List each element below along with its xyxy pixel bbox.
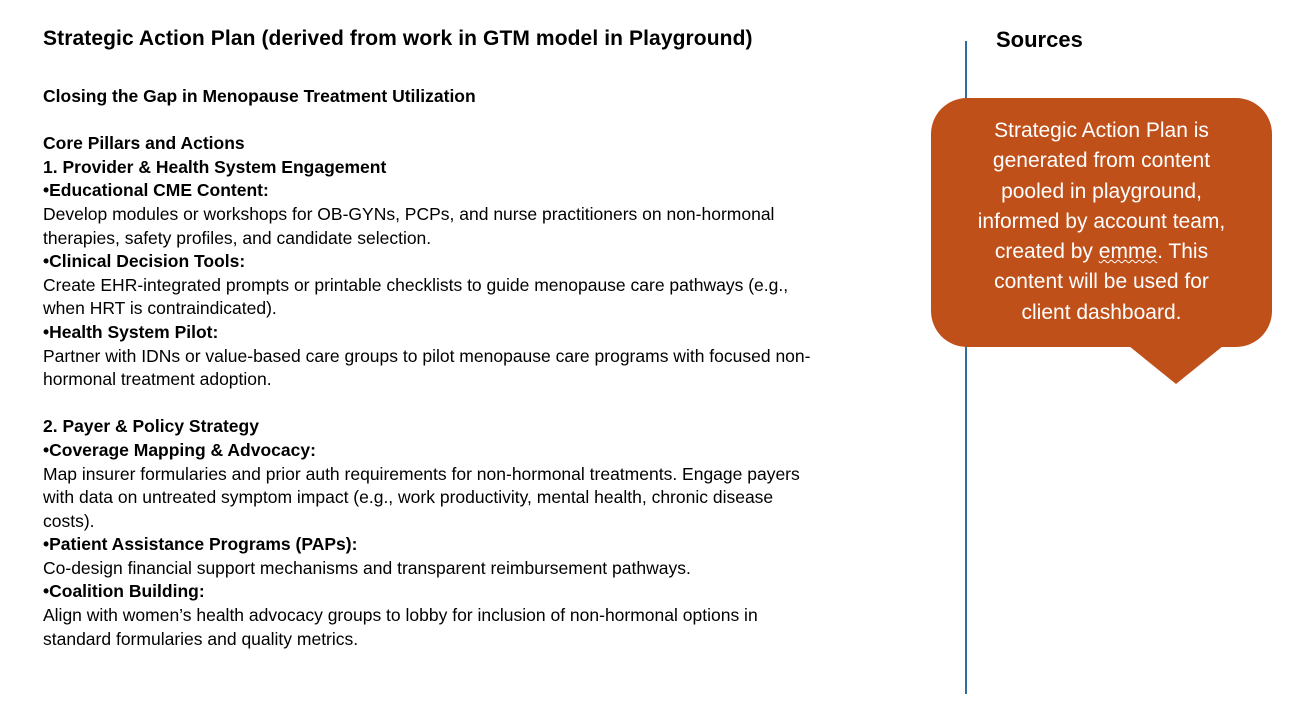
callout-line: pooled in playground,	[1001, 179, 1202, 203]
callout-line: content will be used for	[994, 270, 1209, 294]
callout-line: Strategic Action Plan is	[994, 119, 1209, 142]
sources-title: Sources	[996, 27, 1083, 52]
vertical-divider	[965, 41, 967, 694]
action-text: with data on untreated symptom impact (e…	[43, 487, 774, 508]
action-text: Partner with IDNs or value-based care gr…	[43, 345, 811, 366]
action-text: costs).	[43, 510, 95, 531]
action-text: Map insurer formularies and prior auth r…	[43, 463, 800, 484]
callout-line: informed by account team,	[977, 209, 1226, 233]
action-text: Align with women’s health advocacy group…	[43, 605, 758, 626]
action-label: •Educational CME Content:	[43, 180, 269, 201]
sources-callout: Strategic Action Plan is generated from …	[931, 98, 1272, 347]
section-label: Core Pillars and Actions	[43, 133, 245, 154]
plan-heading: Closing the Gap in Menopause Treatment U…	[43, 86, 476, 106]
spacer	[43, 392, 893, 416]
callout-line: created by emme. This	[931, 237, 1272, 267]
callout-text: . This	[1157, 240, 1209, 264]
callout-text: created by	[994, 240, 1099, 264]
spacer	[43, 109, 893, 133]
callout-line: client dashboard.	[1021, 300, 1182, 324]
page-title: Strategic Action Plan (derived from work…	[43, 27, 753, 50]
action-label: •Coalition Building:	[43, 581, 205, 602]
action-label: •Patient Assistance Programs (PAPs):	[43, 534, 358, 555]
pillar-1-title: 1. Provider & Health System Engagement	[43, 156, 387, 177]
action-text: Develop modules or workshops for OB-GYNs…	[43, 203, 775, 224]
action-label: •Clinical Decision Tools:	[43, 251, 246, 272]
action-label: •Coverage Mapping & Advocacy:	[43, 439, 316, 460]
action-text: Create EHR-integrated prompts or printab…	[43, 274, 789, 295]
pillar-2-title: 2. Payer & Policy Strategy	[43, 416, 259, 437]
spellcheck-word: emme	[1098, 240, 1158, 264]
action-text: standard formularies and quality metrics…	[43, 628, 359, 649]
action-text: hormonal treatment adoption.	[43, 369, 272, 390]
action-label: •Health System Pilot:	[43, 321, 219, 342]
callout-pointer	[1129, 346, 1223, 384]
action-text: Co-design financial support mechanisms a…	[43, 557, 691, 578]
action-plan-body: Closing the Gap in Menopause Treatment U…	[43, 85, 893, 651]
action-text: therapies, safety profiles, and candidat…	[43, 227, 432, 248]
callout-line: generated from content	[992, 149, 1211, 173]
action-text: when HRT is contraindicated).	[43, 298, 277, 319]
